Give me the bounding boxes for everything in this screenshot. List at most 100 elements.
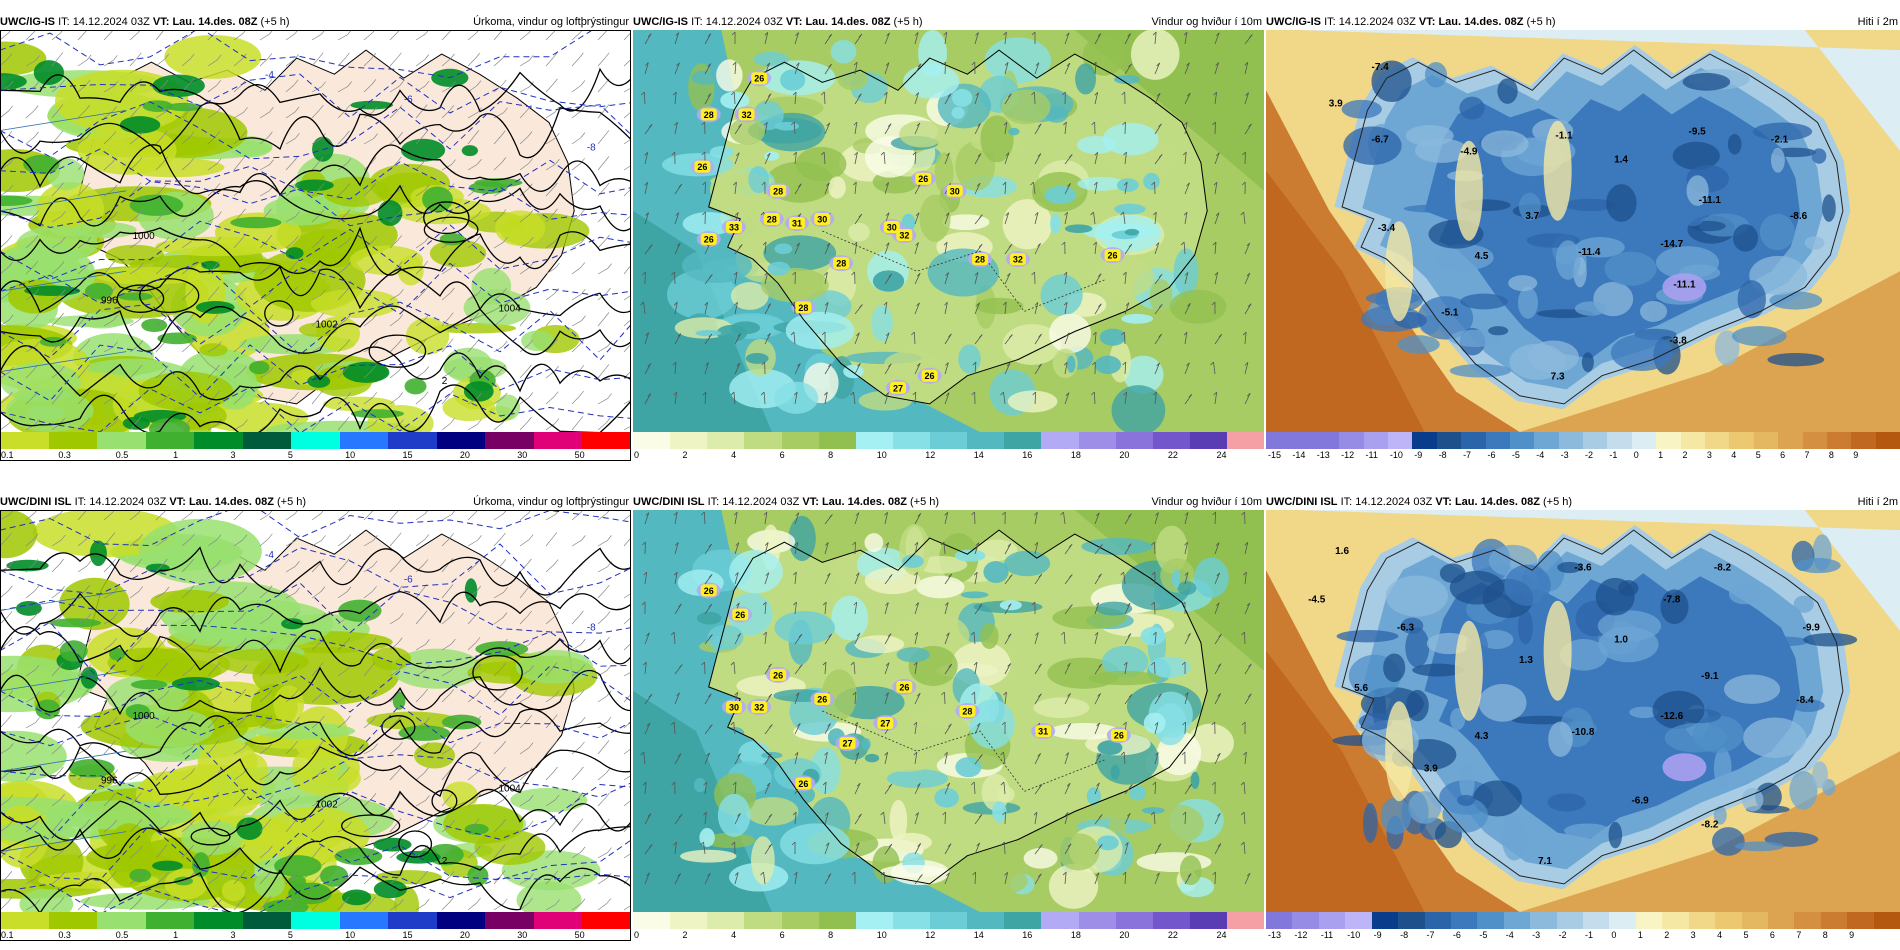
wind-barb	[571, 878, 582, 885]
wind-speed-area	[1148, 656, 1191, 678]
temperature-value: -8.6	[1790, 211, 1808, 222]
wind-barb	[501, 819, 507, 825]
colorbar-tick-label: -9	[1414, 450, 1423, 460]
wind-barb	[285, 745, 294, 755]
wind-barb	[467, 668, 477, 677]
temperature-area	[1406, 689, 1429, 722]
colorbar-tick-label: 2	[682, 930, 688, 940]
wind-barb	[450, 366, 456, 373]
wind-barb	[477, 535, 482, 541]
wind-barb	[363, 590, 373, 599]
wind-arrow	[1152, 781, 1157, 786]
strong-wind-area	[1124, 228, 1140, 236]
wind-barb	[129, 747, 139, 755]
temperature-area	[1604, 251, 1657, 286]
wind-barb	[103, 592, 114, 599]
wind-arrow	[734, 572, 739, 585]
gust-label-box	[751, 700, 768, 713]
wind-barb	[216, 872, 222, 878]
colorbar-tick-label: 3	[1690, 930, 1696, 940]
wind-arrow	[1243, 751, 1247, 756]
wind-arrow	[701, 661, 705, 666]
colorbar-swatch	[1583, 912, 1610, 929]
colorbar-swatch	[1345, 912, 1372, 929]
wind-arrow	[1154, 693, 1162, 705]
heavy-precip-area	[274, 855, 322, 878]
wind-arrow	[970, 781, 975, 786]
wind-barb	[527, 416, 532, 423]
wind-arrow	[914, 572, 918, 585]
wind-arrow	[1240, 841, 1245, 846]
wind-barb	[389, 617, 400, 625]
wind-arrow	[1124, 302, 1130, 315]
wind-barb	[344, 364, 350, 370]
wind-barb	[241, 689, 247, 695]
wind-barb	[311, 824, 321, 833]
wind-barb	[581, 315, 586, 321]
temperature-area	[1804, 236, 1825, 250]
temperature-contour	[0, 510, 631, 547]
wind-barb	[578, 818, 584, 824]
wind-barb	[363, 187, 373, 197]
strong-wind-area	[713, 635, 723, 653]
wind-barb	[311, 667, 320, 677]
strong-wind-area	[1140, 626, 1166, 646]
wind-arrow	[673, 301, 678, 306]
wind-barb	[476, 663, 481, 670]
wind-barb	[267, 53, 273, 59]
wind-arrow	[734, 872, 739, 876]
wind-arrow	[1038, 333, 1042, 338]
temperature-area	[1497, 78, 1518, 104]
wind-barb	[493, 397, 504, 405]
colorbar-swatch	[1292, 912, 1319, 929]
wind-barb	[217, 691, 222, 697]
wind-barb	[0, 669, 10, 677]
wind-barb	[285, 902, 295, 911]
wind-barb	[268, 742, 274, 748]
wind-speed-area	[975, 867, 1028, 895]
wind-arrow	[704, 873, 711, 885]
wind-barb	[77, 589, 86, 599]
wind-arrow	[1002, 301, 1007, 306]
wind-barb	[397, 558, 402, 565]
colorbar-swatch	[1607, 432, 1632, 449]
wind-barb	[77, 772, 87, 781]
wind-barb	[295, 133, 300, 139]
wind-arrow	[644, 662, 647, 675]
wind-arrow	[673, 511, 678, 516]
wind-arrow	[824, 272, 828, 285]
wind-barb	[259, 773, 270, 781]
wind-barb	[242, 637, 247, 644]
colorbar-tick-label: 3	[230, 930, 236, 940]
wind-arrow	[850, 661, 855, 666]
wind-barb	[554, 611, 559, 618]
colorbar-swatch	[1873, 912, 1900, 929]
wind-barb	[111, 30, 114, 33]
wind-arrow	[1184, 303, 1191, 315]
wind-arrow	[1243, 842, 1246, 855]
wind-arrow	[676, 692, 680, 697]
wind-arrow	[1154, 843, 1162, 855]
wind-arrow	[1064, 782, 1071, 795]
temperature-value: -3.6	[1574, 562, 1592, 573]
wind-arrow	[1120, 211, 1124, 216]
wind-arrow	[1247, 303, 1252, 307]
wind-barb	[294, 314, 300, 321]
colorbar-tick-label: -11	[1365, 450, 1378, 460]
strong-wind-area	[1008, 127, 1020, 136]
precip-area	[46, 800, 193, 830]
wind-barb	[607, 263, 612, 269]
wind-barb	[207, 849, 216, 859]
wind-barb	[294, 898, 299, 904]
temperature-area	[1759, 213, 1795, 251]
wind-barb	[527, 104, 532, 111]
wind-barb	[207, 797, 216, 807]
wind-barb	[441, 693, 451, 703]
wind-barb	[571, 540, 582, 547]
wind-arrow	[1094, 273, 1102, 285]
wind-arrow	[644, 182, 649, 195]
wind-barb	[397, 209, 403, 215]
wind-barb	[243, 419, 248, 425]
temperature-area	[1460, 293, 1508, 310]
wind-barb	[60, 418, 65, 424]
